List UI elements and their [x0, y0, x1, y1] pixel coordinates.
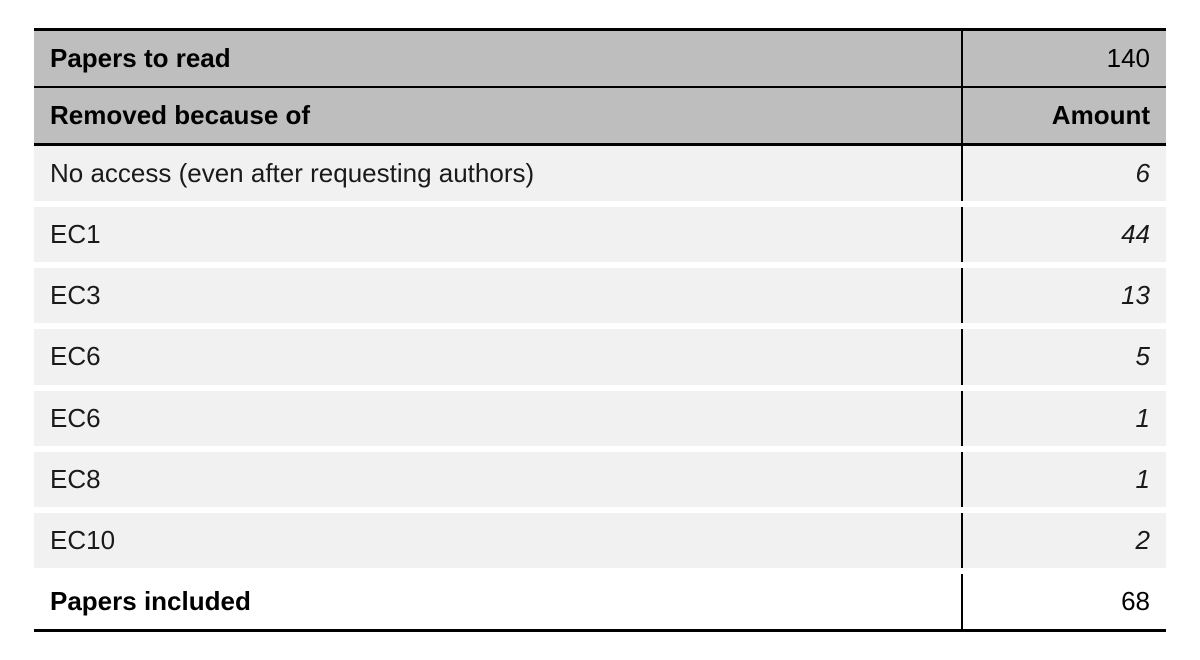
data-row-4: EC61 [34, 391, 1166, 446]
data-row-0: No access (even after requesting authors… [34, 145, 1166, 202]
data-row-0-value: 6 [962, 145, 1166, 202]
footer-row-label: Papers included [34, 574, 962, 631]
subheader-row-label: Removed because of [34, 87, 962, 145]
data-row-1-value: 44 [962, 207, 1166, 262]
data-row-6-label: EC10 [34, 513, 962, 568]
data-row-3: EC65 [34, 329, 1166, 384]
papers-summary-table: Papers to read140Removed because ofAmoun… [34, 28, 1166, 632]
subheader-row-value: Amount [962, 87, 1166, 145]
data-row-4-label: EC6 [34, 391, 962, 446]
data-row-5-label: EC8 [34, 452, 962, 507]
header-row-value: 140 [962, 30, 1166, 88]
footer-row: Papers included68 [34, 574, 1166, 631]
subheader-row: Removed because ofAmount [34, 87, 1166, 145]
data-row-1: EC144 [34, 207, 1166, 262]
header-row-label: Papers to read [34, 30, 962, 88]
data-row-5-value: 1 [962, 452, 1166, 507]
data-row-6: EC102 [34, 513, 1166, 568]
table-container: Papers to read140Removed because ofAmoun… [0, 0, 1200, 660]
data-row-2-value: 13 [962, 268, 1166, 323]
data-row-2: EC313 [34, 268, 1166, 323]
data-row-0-label: No access (even after requesting authors… [34, 145, 962, 202]
header-row: Papers to read140 [34, 30, 1166, 88]
data-row-3-label: EC6 [34, 329, 962, 384]
data-row-6-value: 2 [962, 513, 1166, 568]
data-row-4-value: 1 [962, 391, 1166, 446]
data-row-2-label: EC3 [34, 268, 962, 323]
data-row-5: EC81 [34, 452, 1166, 507]
data-row-1-label: EC1 [34, 207, 962, 262]
footer-row-value: 68 [962, 574, 1166, 631]
data-row-3-value: 5 [962, 329, 1166, 384]
